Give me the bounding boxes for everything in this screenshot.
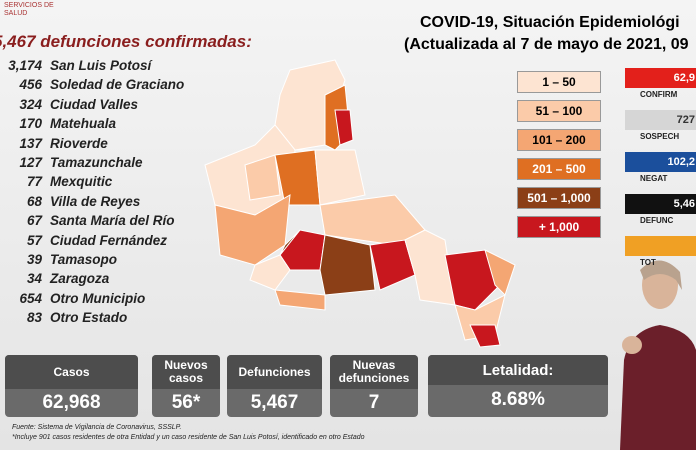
summary-label: Defunciones [227, 355, 322, 389]
header-title: COVID-19, Situación Epidemiológi [420, 14, 680, 31]
death-row: 127 Tamazunchale [0, 155, 143, 170]
death-row: 324 Ciudad Valles [0, 97, 138, 112]
place-name: Otro Municipio [50, 290, 146, 306]
stat-label: NEGAT [640, 174, 668, 183]
summary-box: Letalidad: 8.68% [428, 355, 608, 417]
death-row: 34 Zaragoza [0, 271, 109, 286]
summary-box: Casos 62,968 [5, 355, 138, 417]
stat-label: CONFIRM [640, 90, 678, 99]
map-region [244, 154, 281, 201]
place-name: Ciudad Fernández [50, 232, 168, 248]
legend-item: 51 – 100 [517, 100, 601, 122]
map-region [295, 149, 366, 206]
death-row: 83 Otro Estado [0, 310, 127, 325]
legend-item: 1 – 50 [517, 71, 601, 93]
interpreter [620, 260, 696, 450]
map-region [334, 109, 354, 146]
death-row: 654 Otro Municipio [0, 291, 145, 306]
map-region [469, 324, 501, 348]
place-name: Villa de Reyes [50, 193, 141, 209]
map-region [319, 234, 376, 296]
death-count: 77 [26, 174, 42, 190]
summary-box: Nuevas defunciones 7 [330, 355, 418, 417]
death-count: 34 [26, 271, 42, 287]
summary-label: Casos [5, 355, 138, 389]
summary-box: Nuevos casos 56* [152, 355, 220, 417]
summary-value: 5,467 [250, 392, 299, 413]
place-name: San Luis Potosí [50, 58, 152, 73]
footnote: *Incluye 901 casos residentes de otra En… [12, 434, 365, 441]
header-subtitle: (Actualizada al 7 de mayo de 2021, 09 [404, 36, 689, 53]
place-name: Tamazunchale [50, 155, 143, 170]
stat-value: 102,2 [625, 152, 696, 172]
death-count: 68 [26, 193, 42, 209]
place-name: Tamasopo [50, 252, 118, 267]
map-region [279, 229, 301, 256]
death-count: 170 [19, 116, 42, 132]
death-count: 654 [19, 290, 42, 306]
death-row: 137 Rioverde [0, 135, 108, 151]
map-region [249, 254, 291, 291]
place-name: Rioverde [50, 135, 108, 151]
legend-item: 201 – 500 [517, 158, 601, 180]
stat-value: 62,9 [625, 68, 696, 88]
place-name: Otro Estado [50, 310, 128, 326]
summary-value: 7 [368, 392, 380, 413]
place-name: Santa María del Río [50, 213, 175, 229]
footnote: Fuente: Sistema de Vigilancia de Coronav… [12, 424, 182, 431]
summary-label: Letalidad: [428, 355, 608, 385]
summary-label: Nuevos casos [152, 355, 220, 389]
map-region [404, 229, 456, 306]
death-count: 83 [26, 310, 42, 326]
death-count: 3,174 [8, 58, 42, 73]
death-row: 170 Matehuala [0, 116, 116, 131]
stat-label: SOSPECH [640, 132, 680, 141]
death-count: 127 [19, 155, 42, 170]
legend-item: 101 – 200 [517, 129, 601, 151]
stat-value [625, 236, 696, 256]
death-count: 39 [26, 252, 42, 267]
legend-item: 501 – 1,000 [517, 187, 601, 209]
death-row: 57 Ciudad Fernández [0, 233, 167, 248]
map-region [279, 229, 326, 271]
place-name: Mexquitic [50, 174, 113, 190]
death-row: 39 Tamasopo [0, 252, 117, 267]
map-region [444, 249, 501, 311]
summary-value: 62,968 [42, 392, 101, 413]
summary-label: Nuevas defunciones [330, 355, 418, 389]
death-count: 67 [26, 213, 42, 229]
place-name: Matehuala [50, 116, 117, 132]
summary-value: 8.68% [491, 389, 545, 410]
death-row: 456 Soledad de Graciano [0, 77, 184, 92]
death-row: 67 Santa María del Río [0, 213, 175, 228]
map [204, 59, 516, 348]
place-name: Zaragoza [50, 271, 110, 287]
stat-label: DEFUNC [640, 216, 674, 225]
logo: SERVICIOS DE SALUD [4, 2, 54, 17]
death-count: 137 [19, 135, 42, 151]
map-region [274, 289, 326, 311]
death-row: 3,174 San Luis Potosí [0, 58, 151, 73]
stat-value: 727 [625, 110, 696, 130]
death-row: 77 Mexquitic [0, 174, 112, 189]
stat-value: 5,46 [625, 194, 696, 214]
legend-item: + 1,000 [517, 216, 601, 238]
deaths-title: 5,467 defunciones confirmadas: [0, 32, 252, 51]
stat-label: TOT [640, 258, 656, 267]
place-name: Soledad de Graciano [50, 77, 185, 93]
summary-box: Defunciones 5,467 [227, 355, 322, 417]
place-name: Ciudad Valles [50, 96, 139, 112]
death-count: 456 [19, 77, 42, 93]
death-row: 68 Villa de Reyes [0, 194, 140, 209]
death-count: 324 [19, 96, 42, 112]
death-count: 57 [26, 232, 42, 248]
summary-value: 56* [171, 392, 201, 413]
